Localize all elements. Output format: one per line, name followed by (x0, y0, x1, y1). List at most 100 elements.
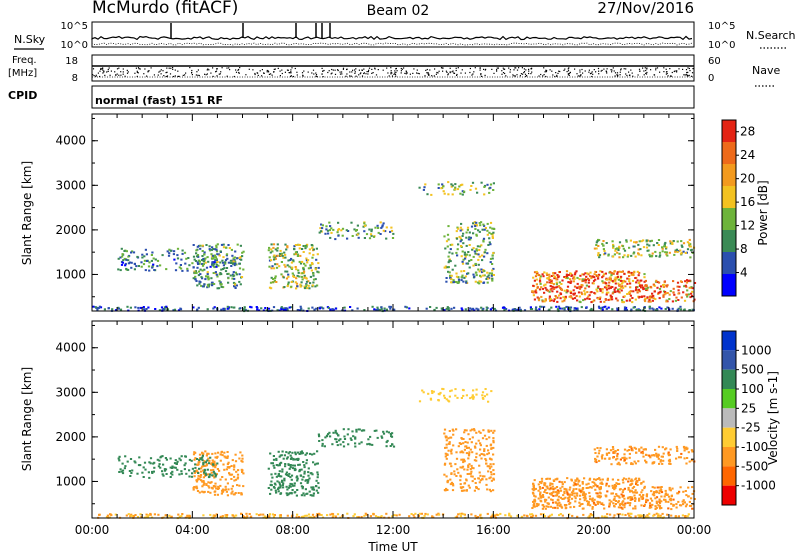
range-gate-pixel (278, 470, 281, 473)
range-gate-pixel (234, 478, 238, 481)
range-gate-pixel (287, 281, 290, 284)
range-gate-pixel (617, 247, 620, 250)
range-gate-pixel (277, 464, 280, 467)
scatter-region (531, 270, 646, 304)
range-gate-pixel (595, 247, 598, 250)
range-gate-pixel (445, 489, 448, 491)
range-gate-pixel (143, 259, 146, 262)
nave-dot (505, 75, 507, 77)
range-gate-pixel (674, 250, 677, 253)
nave-dot (427, 73, 429, 75)
range-gate-pixel (643, 306, 646, 308)
range-gate-pixel (568, 295, 571, 298)
range-gate-pixel (629, 484, 632, 487)
range-gate-pixel (237, 469, 240, 472)
range-gate-pixel (454, 188, 457, 191)
range-gate-pixel (621, 299, 624, 302)
range-gate-pixel (603, 507, 606, 510)
range-gate-pixel (636, 270, 639, 273)
nave-dot (674, 70, 676, 72)
range-gate-pixel (380, 515, 383, 518)
range-gate-pixel (550, 492, 553, 495)
range-gate-pixel (678, 490, 681, 493)
range-gate-pixel (244, 308, 247, 311)
range-gate-pixel (221, 476, 224, 478)
nave-dot (254, 73, 256, 76)
nave-dot (322, 70, 324, 72)
range-gate-pixel (574, 483, 577, 486)
range-gate-pixel (595, 461, 598, 464)
range-gate-pixel (468, 254, 471, 257)
range-gate-pixel (197, 244, 201, 247)
range-gate-pixel (460, 487, 463, 489)
range-gate-pixel (283, 309, 286, 311)
range-gate-pixel (532, 485, 535, 488)
range-gate-pixel (616, 483, 619, 485)
range-gate-pixel (219, 478, 222, 481)
range-gate-pixel (632, 290, 635, 293)
range-gate-pixel (543, 284, 546, 287)
range-gate-pixel (326, 514, 329, 517)
range-gate-pixel (186, 516, 189, 519)
range-gate-pixel (601, 270, 604, 273)
nave-dot (374, 68, 376, 70)
nave-dot (445, 70, 447, 72)
range-gate-pixel (375, 429, 378, 432)
range-gate-pixel (92, 305, 95, 308)
range-gate-pixel (216, 275, 219, 278)
range-gate-pixel (618, 284, 621, 287)
range-gate-pixel (608, 278, 611, 281)
range-gate-pixel (274, 483, 277, 486)
range-gate-pixel (272, 455, 275, 457)
range-gate-pixel (463, 468, 466, 471)
range-gate-pixel (554, 478, 557, 481)
nave-dot (441, 67, 443, 69)
range-gate-pixel (471, 475, 474, 478)
range-gate-pixel (351, 235, 354, 237)
range-gate-pixel (485, 478, 488, 481)
range-gate-pixel (298, 244, 301, 246)
range-gate-pixel (207, 285, 210, 288)
range-gate-pixel (620, 275, 623, 278)
range-gate-pixel (313, 452, 316, 455)
nave-dot (101, 68, 103, 70)
range-gate-pixel (368, 228, 371, 231)
nave-dot (518, 67, 520, 69)
range-gate-pixel (613, 488, 616, 491)
range-gate-pixel (206, 273, 209, 275)
range-gate-pixel (356, 224, 359, 227)
range-gate-pixel (152, 257, 155, 260)
range-gate-pixel (296, 255, 299, 257)
nave-dot (593, 69, 595, 71)
range-gate-pixel (631, 498, 634, 501)
range-gate-pixel (682, 309, 686, 312)
range-gate-pixel (456, 281, 459, 284)
nave-dot (126, 69, 128, 71)
range-gate-pixel (640, 451, 643, 454)
range-gate-pixel (299, 451, 302, 454)
range-gate-pixel (613, 495, 616, 498)
range-gate-pixel (231, 277, 234, 280)
range-gate-pixel (448, 430, 451, 432)
nave-dot (312, 69, 315, 71)
range-gate-pixel (660, 495, 663, 498)
nave-dot (455, 67, 457, 69)
range-gate-pixel (296, 475, 299, 478)
range-gate-pixel (492, 437, 495, 440)
range-gate-pixel (233, 256, 236, 259)
range-gate-pixel (466, 447, 469, 449)
range-gate-pixel (474, 187, 478, 190)
range-gate-pixel (651, 307, 654, 310)
nave-dot (526, 75, 528, 77)
range-gate-pixel (548, 477, 551, 480)
range-gate-pixel (216, 253, 219, 256)
range-gate-pixel (288, 467, 291, 470)
range-gate-pixel (365, 233, 369, 236)
range-gate-pixel (481, 228, 484, 231)
nave-dot (557, 72, 559, 74)
range-gate-pixel (471, 466, 474, 469)
range-gate-pixel (223, 451, 226, 454)
range-gate-pixel (269, 492, 272, 495)
nave-dot (174, 69, 176, 71)
range-gate-pixel (300, 281, 303, 284)
